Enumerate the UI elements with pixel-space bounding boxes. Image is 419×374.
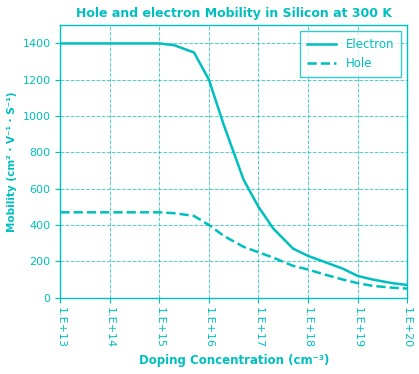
Hole [256,250,261,254]
Title: Hole and electron Mobility in Silicon at 300 K: Hole and electron Mobility in Silicon at… [76,7,392,20]
Electron [321,259,326,264]
Electron [355,274,360,278]
Electron [207,77,212,82]
Hole [355,281,360,285]
Electron [172,43,177,47]
Hole [390,285,395,290]
Hole [172,211,177,215]
Hole [404,286,409,291]
Electron [256,205,261,209]
Hole [191,214,197,218]
Electron [221,123,226,128]
Legend: Electron, Hole: Electron, Hole [300,31,401,77]
Electron [404,283,409,287]
Hole [305,267,310,272]
Electron [340,266,345,271]
Hole [321,272,326,276]
Electron [271,226,276,231]
Electron [107,41,112,46]
Electron [157,41,162,46]
Electron [58,41,63,46]
X-axis label: Doping Concentration (cm⁻³): Doping Concentration (cm⁻³) [139,354,329,367]
Line: Hole: Hole [60,212,407,289]
Line: Electron: Electron [60,43,407,285]
Electron [390,281,395,285]
Hole [370,283,375,288]
Hole [207,223,212,227]
Electron [241,177,246,182]
Hole [290,264,295,268]
Hole [241,245,246,249]
Hole [340,277,345,282]
Hole [271,255,276,260]
Electron [191,50,197,55]
Electron [370,277,375,282]
Hole [157,210,162,215]
Electron [290,246,295,251]
Y-axis label: Mobility (cm² · V⁻¹ · S⁻¹): Mobility (cm² · V⁻¹ · S⁻¹) [7,91,17,232]
Hole [58,210,63,215]
Hole [107,210,112,215]
Hole [221,234,226,238]
Electron [305,254,310,258]
